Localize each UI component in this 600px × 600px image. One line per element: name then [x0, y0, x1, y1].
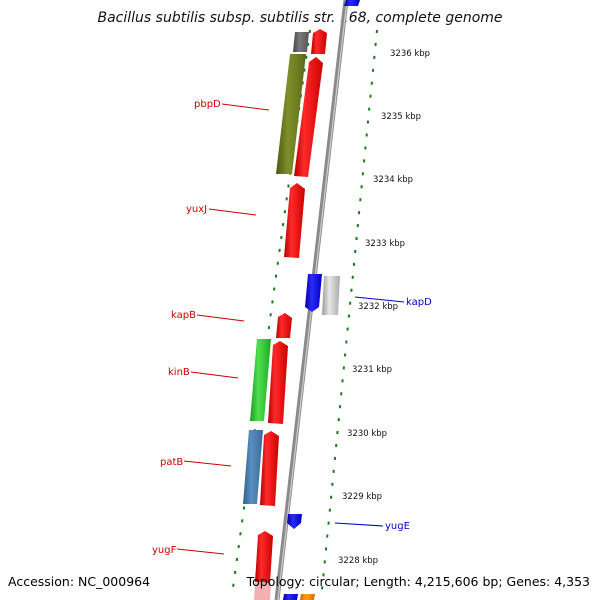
map-title: Bacillus subtilis subsp. subtilis str. 1… [97, 10, 503, 26]
reverse-gene-arrows[interactable] [254, 274, 340, 600]
gene-arrow [268, 341, 288, 424]
gene-arrow [311, 29, 327, 54]
tick-label: 3235 kbp [381, 112, 421, 122]
genome-summary: Topology: circular; Length: 4,215,606 bp… [246, 574, 590, 589]
tick-label: 3230 kbp [347, 429, 387, 439]
gene-block-olive [276, 54, 306, 174]
scale-ticks: 3236 kbp 3235 kbp 3234 kbp 3233 kbp 3232… [338, 49, 430, 566]
gene-block-orange [300, 594, 315, 600]
gene-block-steel [243, 430, 263, 504]
gene-block-pink [254, 583, 271, 600]
gene-arrow [284, 183, 305, 258]
tick-label: 3228 kbp [338, 556, 378, 566]
tick-label: 3229 kbp [342, 492, 382, 502]
gene-label-yuxJ[interactable]: yuxJ [186, 204, 207, 215]
gene-labels: pbpD yuxJ kapB kinB patB yugF kapD yugE [152, 99, 432, 556]
gene-label-kapB[interactable]: kapB [171, 310, 196, 321]
gene-arrow-reverse [305, 274, 322, 312]
tick-label: 3232 kbp [358, 302, 398, 312]
gene-label-kinB[interactable]: kinB [168, 367, 190, 378]
gene-block-gray [293, 32, 309, 52]
gene-label-pbpD[interactable]: pbpD [194, 99, 221, 110]
reverse-gene-top[interactable] [344, 0, 360, 6]
forward-gene-arrows[interactable] [255, 29, 327, 583]
gene-label-patB[interactable]: patB [160, 457, 183, 468]
tick-label: 3236 kbp [390, 49, 430, 59]
accession-text: Accession: NC_000964 [8, 574, 151, 589]
gene-block-green [250, 339, 271, 421]
gene-block-silver [322, 276, 340, 315]
tick-label: 3231 kbp [352, 365, 392, 375]
gene-arrow [255, 531, 273, 583]
gene-arrow [294, 57, 323, 177]
tick-label: 3234 kbp [373, 175, 413, 185]
outer-dotted-ring [321, 29, 378, 591]
gene-label-kapD[interactable]: kapD [406, 297, 432, 308]
gene-label-yugE[interactable]: yugE [385, 521, 410, 532]
gene-arrow-reverse [287, 514, 302, 529]
gene-label-yugF[interactable]: yugF [152, 545, 177, 556]
gene-arrow [260, 431, 279, 506]
colored-gene-blocks[interactable] [243, 32, 309, 504]
tick-label: 3233 kbp [365, 239, 405, 249]
gene-arrow [276, 313, 292, 338]
gene-arrow-reverse [283, 594, 298, 600]
